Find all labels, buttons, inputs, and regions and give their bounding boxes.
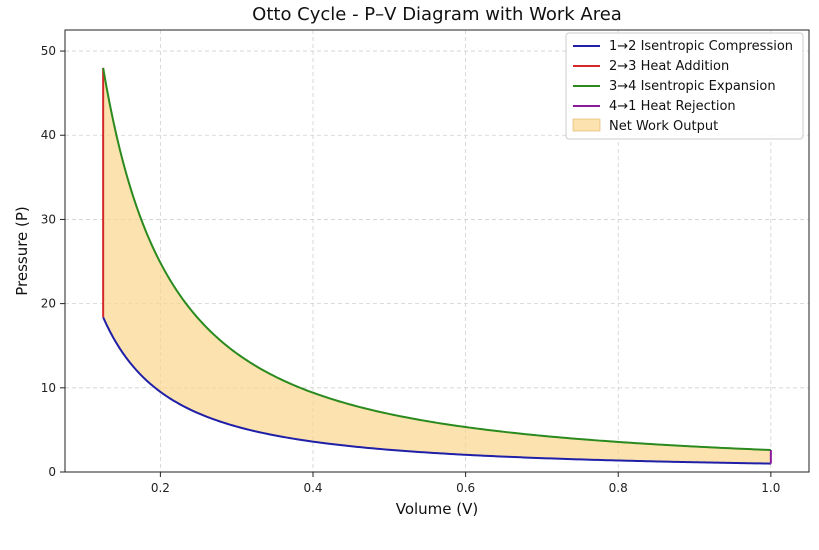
legend-label-heat-addition: 2→3 Heat Addition bbox=[609, 59, 729, 74]
y-tick-label: 10 bbox=[41, 381, 56, 395]
x-axis-title: Volume (V) bbox=[396, 500, 479, 518]
legend-label-heat-rejection: 4→1 Heat Rejection bbox=[609, 99, 736, 114]
x-tick-label: 0.2 bbox=[151, 481, 170, 495]
axis-ticks: 0.2 0.4 0.6 0.8 1.0 0 10 20 30 40 50 bbox=[41, 44, 781, 495]
y-tick-label: 50 bbox=[41, 44, 56, 58]
legend: 1→2 Isentropic Compression 2→3 Heat Addi… bbox=[565, 32, 804, 140]
expansion-curve bbox=[102, 67, 771, 452]
y-tick-label: 20 bbox=[41, 297, 56, 311]
series-lines-layer bbox=[102, 67, 772, 465]
plot-frame bbox=[64, 29, 810, 473]
legend-box bbox=[565, 32, 804, 140]
legend-label-expansion: 3→4 Isentropic Expansion bbox=[609, 79, 776, 94]
legend-label-net-work: Net Work Output bbox=[609, 119, 718, 134]
legend-label-compression: 1→2 Isentropic Compression bbox=[609, 39, 793, 54]
x-tick-label: 1.0 bbox=[761, 481, 780, 495]
legend-swatch-net-work bbox=[572, 118, 601, 132]
x-tick-label: 0.4 bbox=[303, 481, 322, 495]
x-tick-label: 0.8 bbox=[609, 481, 628, 495]
y-axis-title: Pressure (P) bbox=[13, 206, 31, 296]
compression-curve bbox=[102, 316, 771, 465]
y-tick-label: 30 bbox=[41, 212, 56, 226]
y-tick-label: 40 bbox=[41, 128, 56, 142]
y-tick-label: 0 bbox=[48, 465, 56, 479]
x-tick-label: 0.6 bbox=[456, 481, 475, 495]
chart-title: Otto Cycle - P–V Diagram with Work Area bbox=[252, 4, 622, 25]
